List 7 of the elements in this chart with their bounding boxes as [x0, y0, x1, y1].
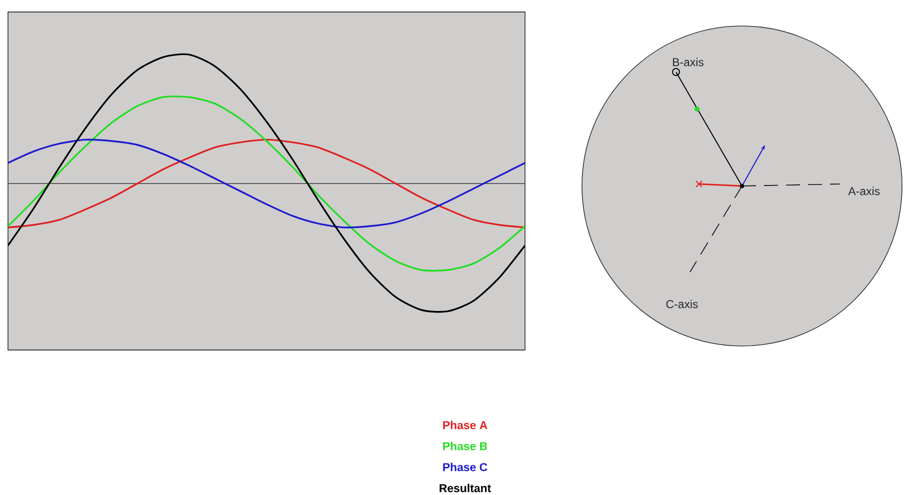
text: C-axis: [666, 300, 698, 308]
text: Phase A: [443, 420, 488, 430]
text: Phase C: [443, 462, 488, 472]
text: Resultant: [440, 484, 491, 492]
text: B-axis: [673, 58, 704, 66]
text: A-axis: [848, 186, 880, 196]
text: Phase B: [443, 442, 488, 450]
